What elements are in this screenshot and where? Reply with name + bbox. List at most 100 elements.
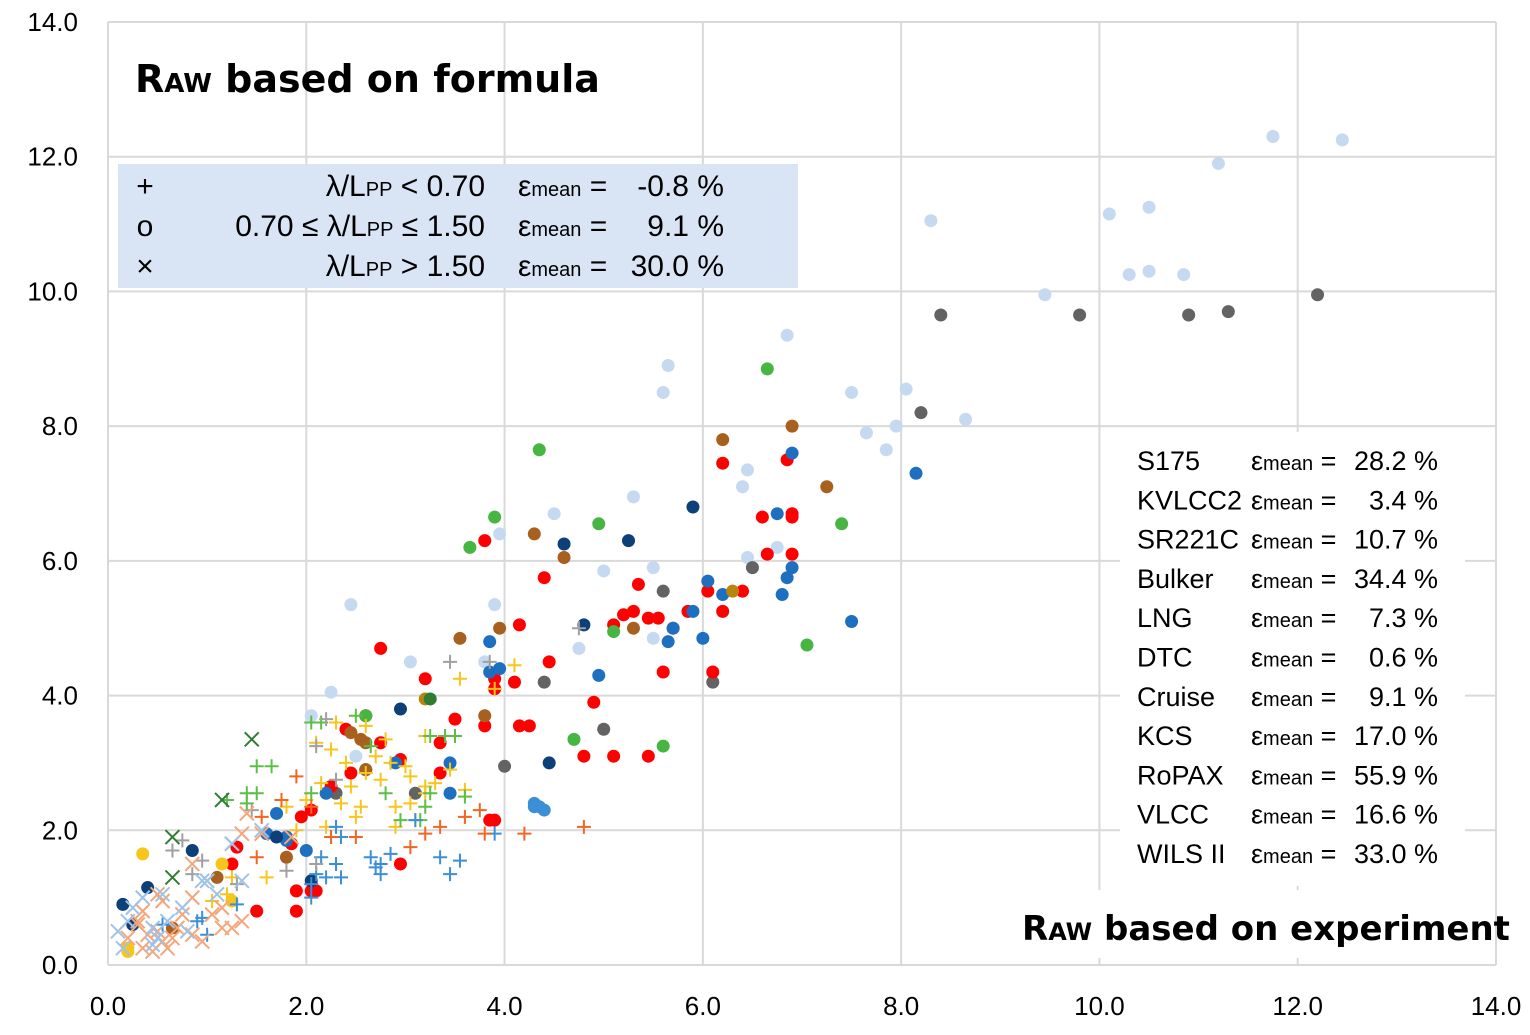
data-point [641,611,655,625]
data-point [418,826,433,841]
data-point [785,510,799,524]
data-point [260,827,274,841]
data-point [309,856,324,871]
data-point [740,550,754,564]
data-point [343,779,358,794]
x-tick-label: 4.0 [486,991,522,1021]
data-point [184,856,200,872]
data-point [200,927,215,942]
data-point [195,853,210,868]
data-point [483,665,497,679]
data-point [785,561,799,575]
data-point [319,712,334,727]
ship-legend-eps: εmean = [1251,564,1336,594]
data-point [859,426,873,440]
data-point [324,830,339,845]
data-point [120,913,136,929]
data-point [641,749,655,763]
data-point [393,702,407,716]
data-point [116,897,130,911]
data-point [463,540,477,554]
data-point [745,561,759,575]
data-point [607,625,621,639]
data-point [661,635,675,649]
data-point [522,719,536,733]
data-point [393,857,407,871]
data-point [448,728,462,743]
data-point [324,685,338,699]
ship-legend-eps: εmean = [1251,800,1336,830]
data-point [134,903,151,919]
ship-legend-value: 7.3 % [1369,603,1438,633]
data-point [294,810,308,824]
data-point [760,547,774,561]
data-point [428,776,443,791]
data-point [204,906,220,923]
data-point [909,466,923,480]
data-point [537,571,551,585]
data-point [587,695,601,709]
data-point [383,846,398,861]
data-point [199,873,215,889]
data-point [452,671,467,686]
data-point [482,654,497,669]
data-point [289,884,303,898]
data-point [448,712,462,726]
data-point [418,799,433,814]
data-point [433,850,448,865]
data-point [651,611,665,625]
data-point [483,813,497,827]
data-point [234,913,250,929]
data-point [1266,130,1280,144]
data-point [134,889,151,906]
data-point [383,755,398,770]
data-point [498,759,512,773]
data-point [626,490,640,504]
data-point [607,749,621,763]
x-tick-label: 2.0 [288,991,324,1021]
data-point [453,631,467,645]
ship-legend-eps: εmean = [1251,760,1336,790]
data-point [1221,305,1235,319]
data-point [344,766,358,780]
data-point [279,863,294,878]
data-point [701,584,715,598]
data-point [115,940,131,956]
data-point [488,510,502,524]
data-point [329,856,344,871]
data-point [433,736,447,750]
ship-legend-name: RoPAX [1137,760,1224,790]
data-point [338,755,353,770]
data-point [289,904,303,918]
data-point [478,719,492,733]
data-point [398,759,413,774]
data-point [716,604,730,618]
data-point [701,574,715,588]
data-point [706,675,720,689]
data-point [889,419,903,433]
ship-legend-value: 0.6 % [1369,643,1438,673]
data-point [363,739,378,754]
data-point [126,918,140,932]
data-point [527,800,541,814]
data-point [388,799,403,814]
data-point [686,500,700,514]
data-point [517,826,532,841]
data-point [333,796,348,811]
ship-legend: S175 εmean = 28.2 % KVLCC2 εmean = 3.4 % SR221… [1120,432,1465,886]
data-point [507,658,522,673]
data-point [169,920,186,936]
x-tick-label: 12.0 [1272,991,1323,1021]
data-point [349,749,363,763]
x-tick-label: 6.0 [685,991,721,1021]
data-point [289,769,304,784]
data-point [1182,308,1196,322]
data-point [374,641,388,655]
data-point [378,732,393,747]
data-point [244,731,260,748]
data-point [631,577,645,591]
data-point [557,537,571,551]
ship-legend-eps: εmean = [1251,682,1336,712]
data-point [626,621,640,635]
data-point [666,621,680,635]
